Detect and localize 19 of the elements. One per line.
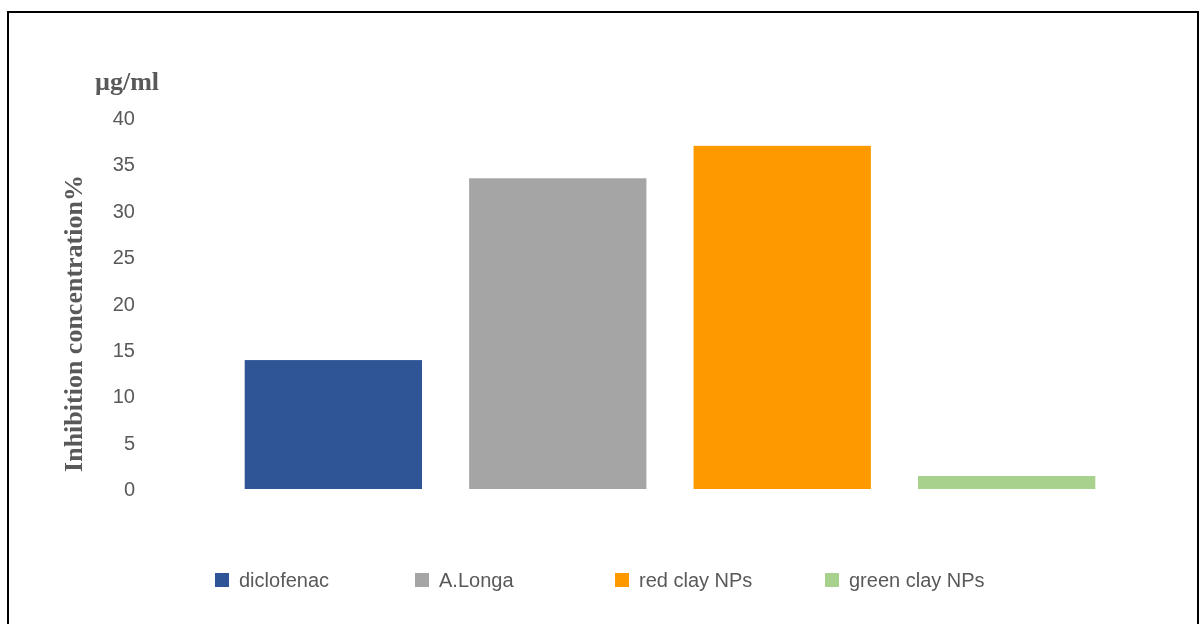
legend-label: A.Longa — [439, 569, 515, 591]
y-tick-label: 5 — [123, 431, 135, 454]
y-tick-label: 0 — [123, 478, 135, 500]
text: µg/ml — [95, 67, 160, 96]
y-tick-label: 30 — [112, 199, 135, 222]
legend-label: red clay NPs — [639, 569, 753, 591]
bar — [469, 178, 647, 489]
y-tick-label: 35 — [112, 153, 135, 176]
bar — [244, 360, 422, 489]
bar — [918, 476, 1096, 489]
legend-label: green clay NPs — [849, 569, 985, 591]
y-tick-label: 40 — [112, 107, 135, 129]
bar — [693, 145, 871, 489]
y-axis-title: Inhibition concentration% — [59, 175, 88, 472]
y-tick-label: 25 — [112, 246, 135, 269]
legend-label: diclofenac — [239, 569, 330, 591]
y-tick-label: 10 — [112, 385, 135, 408]
y-tick-label: 15 — [112, 338, 135, 361]
y-tick-label: 20 — [112, 292, 135, 315]
